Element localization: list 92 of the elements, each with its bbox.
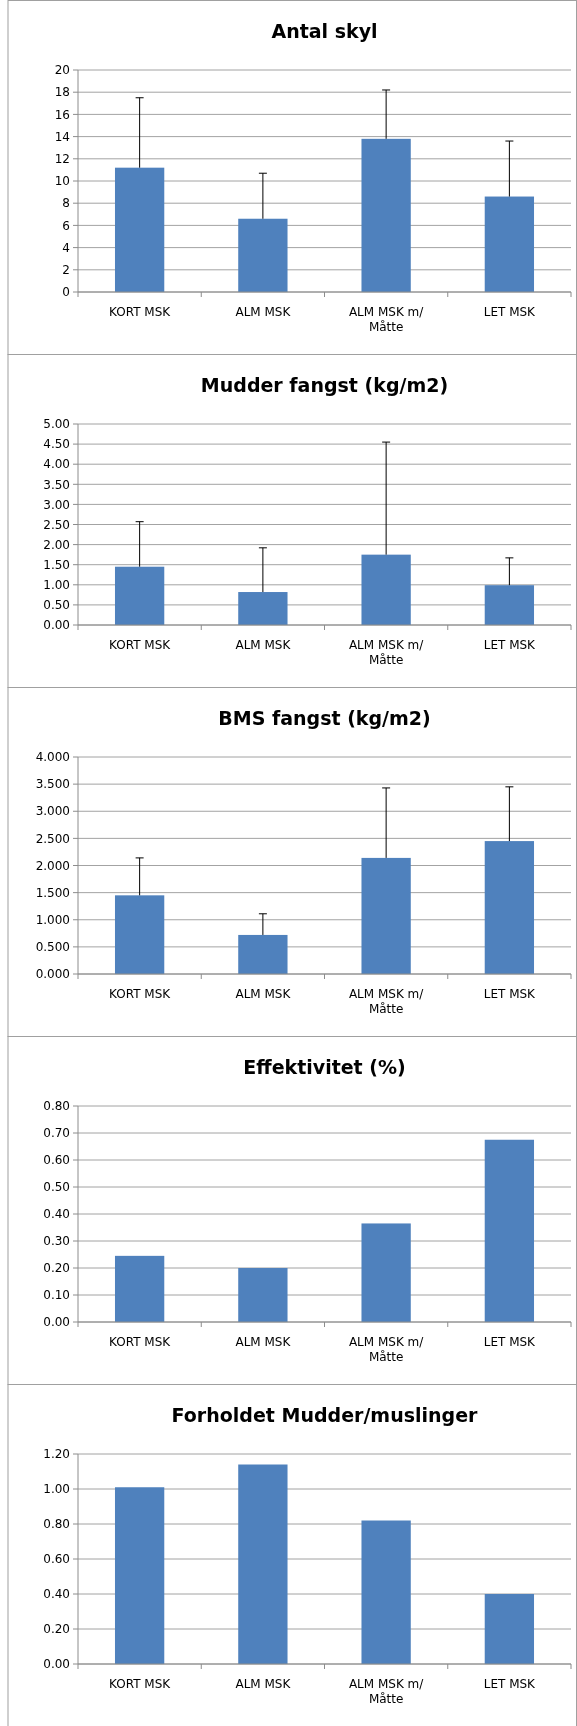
bar: [238, 218, 288, 292]
bar: [238, 1268, 288, 1322]
chart-title: BMS fangst (kg/m2): [218, 707, 431, 729]
x-tick-label: KORT MSK: [109, 987, 172, 1001]
y-tick-label: 0.40: [43, 1207, 70, 1222]
bar: [238, 934, 288, 974]
chart-title: Effektivitet (%): [243, 1056, 406, 1078]
x-tick-label: ALM MSK m/ Måtte: [348, 305, 425, 334]
y-tick-label: 12: [54, 152, 70, 166]
bar: [484, 1139, 535, 1322]
y-tick-label: 0.00: [43, 1657, 70, 1672]
y-tick-label: 3.50: [43, 477, 70, 492]
y-tick-label: 0.00: [43, 1315, 70, 1330]
y-tick-label: 0.10: [43, 1288, 70, 1303]
y-tick-label: 1.500: [35, 885, 70, 900]
x-tick-label: ALM MSK m/ Måtte: [348, 1677, 425, 1706]
y-tick-label: 3.000: [35, 804, 70, 819]
bar: [114, 1255, 165, 1322]
y-tick-label: 6: [62, 218, 70, 233]
chart-title: Antal skyl: [271, 20, 378, 42]
bar: [484, 1594, 535, 1664]
y-tick-label: 0.50: [43, 1180, 70, 1195]
y-tick-label: 0.000: [35, 967, 70, 982]
x-tick-label: ALM MSK m/ Måtte: [348, 987, 425, 1016]
y-tick-label: 0.60: [43, 1153, 70, 1168]
x-tick-label: ALM MSK: [235, 1335, 292, 1349]
chart-title: Mudder fangst (kg/m2): [200, 374, 449, 396]
x-tick-label: ALM MSK: [235, 638, 292, 652]
bar: [114, 167, 165, 292]
y-tick-label: 16: [54, 107, 70, 122]
bar: [484, 841, 535, 974]
y-tick-label: 0.20: [43, 1622, 70, 1637]
x-tick-label: LET MSK: [483, 987, 537, 1001]
chart-title: Forholdet Mudder/muslinger: [171, 1404, 479, 1426]
y-tick-label: 4: [62, 240, 70, 255]
y-tick-label: 3.500: [35, 777, 70, 792]
y-tick-label: 1.00: [43, 1482, 70, 1497]
x-tick-label: KORT MSK: [109, 305, 172, 319]
y-tick-label: 0.80: [43, 1099, 70, 1114]
y-tick-label: 2: [62, 263, 70, 277]
x-tick-label: LET MSK: [483, 305, 537, 319]
y-tick-label: 4.50: [43, 437, 70, 452]
bar: [238, 592, 288, 625]
bar: [361, 857, 411, 974]
y-tick-label: 14: [54, 129, 70, 144]
bar: [484, 585, 535, 625]
y-tick-label: 0.80: [43, 1517, 70, 1532]
y-tick-label: 0.30: [43, 1234, 70, 1249]
x-tick-label: KORT MSK: [109, 638, 172, 652]
y-tick-label: 20: [54, 63, 70, 78]
y-tick-label: 2.500: [35, 831, 70, 846]
y-tick-label: 2.000: [35, 858, 70, 873]
y-tick-label: 4.00: [43, 457, 70, 472]
x-tick-label: LET MSK: [483, 1335, 537, 1349]
y-tick-label: 0.20: [43, 1261, 70, 1276]
y-tick-label: 1.000: [35, 912, 70, 927]
y-tick-label: 8: [62, 196, 70, 211]
y-tick-label: 18: [54, 85, 70, 100]
y-tick-label: 0.00: [43, 618, 70, 633]
x-tick-label: ALM MSK: [235, 305, 292, 319]
y-tick-label: 0.40: [43, 1587, 70, 1602]
bar: [361, 138, 411, 292]
x-tick-label: LET MSK: [483, 1677, 537, 1691]
y-tick-label: 0.500: [35, 940, 70, 955]
bar: [238, 1464, 288, 1664]
x-tick-label: ALM MSK m/ Måtte: [348, 638, 425, 667]
y-tick-label: 3.00: [43, 497, 70, 512]
y-tick-label: 2.00: [43, 537, 70, 552]
bar: [114, 1487, 165, 1664]
y-tick-label: 0.60: [43, 1552, 70, 1567]
bar: [361, 554, 411, 625]
x-tick-label: LET MSK: [483, 638, 537, 652]
y-tick-label: 2.50: [43, 517, 70, 532]
y-tick-label: 4.000: [35, 750, 70, 765]
x-tick-label: ALM MSK: [235, 987, 292, 1001]
y-tick-label: 10: [54, 174, 70, 189]
y-tick-label: 1.00: [43, 578, 70, 592]
x-tick-label: KORT MSK: [109, 1677, 172, 1691]
bar: [361, 1223, 411, 1322]
y-tick-label: 1.20: [43, 1447, 70, 1462]
bar: [361, 1520, 411, 1664]
bar: [114, 566, 165, 625]
y-tick-label: 5.00: [43, 417, 70, 432]
bar: [484, 196, 535, 292]
y-tick-label: 0.50: [43, 598, 70, 613]
bar: [114, 895, 165, 974]
x-tick-label: ALM MSK: [235, 1677, 292, 1691]
x-tick-label: ALM MSK m/ Måtte: [348, 1335, 425, 1364]
y-tick-label: 0: [62, 285, 70, 300]
y-tick-label: 0.70: [43, 1126, 70, 1141]
y-tick-label: 1.50: [43, 557, 70, 572]
x-tick-label: KORT MSK: [109, 1335, 172, 1349]
